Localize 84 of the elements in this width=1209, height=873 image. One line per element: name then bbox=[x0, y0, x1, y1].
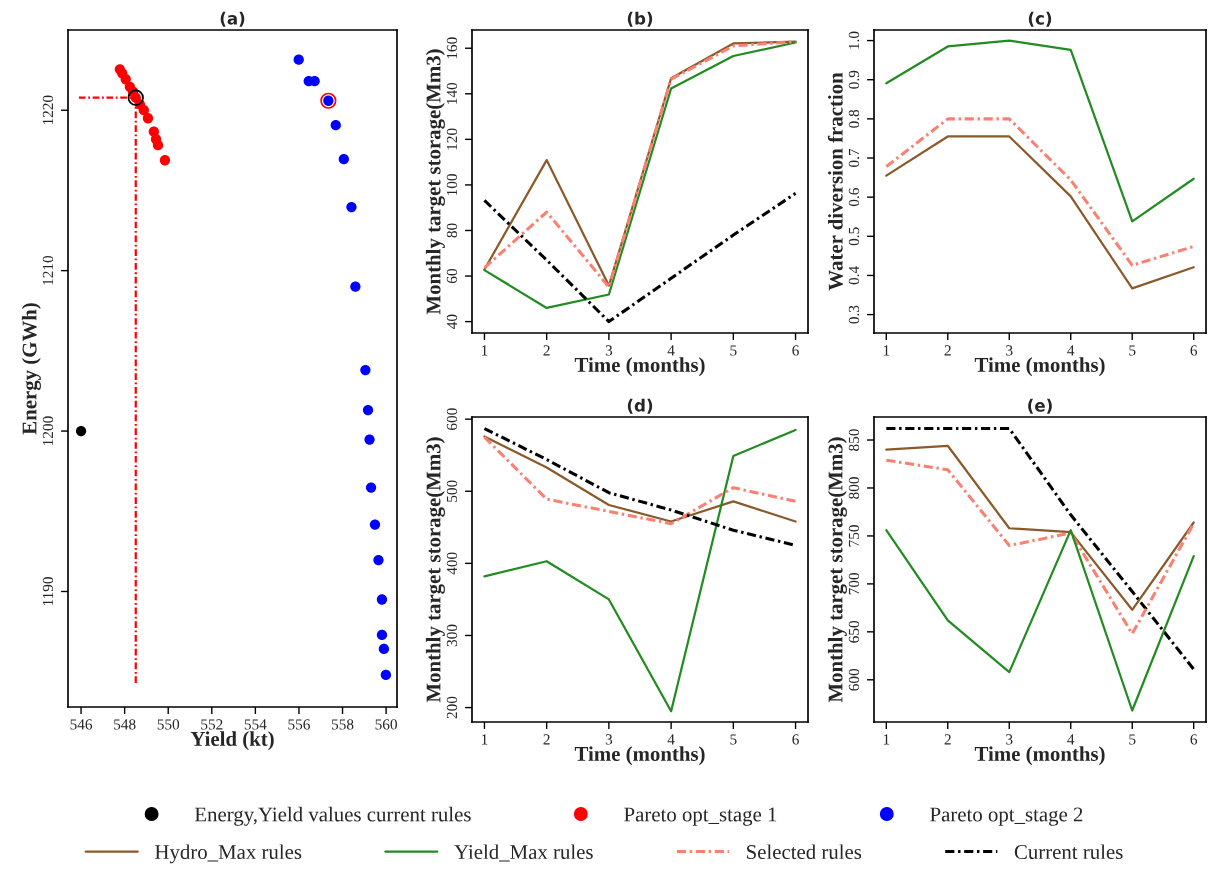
y-tick-label: 140 bbox=[446, 82, 458, 104]
y-tick-label: 0.7 bbox=[848, 148, 860, 167]
y-tick-label: 0.4 bbox=[848, 266, 860, 285]
y-tick-label: 400 bbox=[446, 552, 458, 575]
chart-title: (d) bbox=[627, 398, 653, 414]
x-tick-label: 4 bbox=[1067, 734, 1075, 745]
y-axis-title: Water diversion fraction bbox=[827, 72, 843, 291]
x-tick-label: 554 bbox=[244, 719, 267, 730]
legend-label: Selected rules bbox=[747, 844, 862, 860]
y-tick-label: 0.5 bbox=[848, 227, 860, 246]
y-tick-label: 1190 bbox=[42, 577, 54, 606]
x-tick-label: 1 bbox=[481, 345, 488, 356]
y-tick-label: 120 bbox=[446, 128, 458, 150]
x-tick-label: 552 bbox=[201, 719, 223, 730]
y-tick-label: 80 bbox=[446, 223, 458, 238]
x-axis-title: Time (months) bbox=[974, 357, 1105, 377]
y-tick-label: 0.3 bbox=[848, 305, 860, 324]
x-tick-label: 1 bbox=[883, 345, 890, 356]
y-tick-label: 0.6 bbox=[848, 188, 860, 207]
y-tick-label: 0.8 bbox=[848, 109, 860, 128]
x-tick-label: 3 bbox=[605, 734, 613, 745]
x-tick-label: 6 bbox=[1190, 345, 1198, 356]
x-tick-label: 4 bbox=[1067, 345, 1075, 356]
legend-label: Pareto opt_stage 2 bbox=[930, 807, 1083, 826]
y-tick-label: 600 bbox=[446, 408, 458, 430]
legend-label: Energy,Yield values current rules bbox=[194, 806, 471, 826]
x-tick-label: 6 bbox=[792, 345, 799, 356]
x-tick-label: 3 bbox=[1006, 345, 1013, 356]
y-tick-label: 750 bbox=[848, 525, 860, 547]
y-tick-label: 650 bbox=[848, 620, 860, 643]
chart-title: (e) bbox=[1028, 398, 1052, 414]
x-axis-title: Time (months) bbox=[574, 357, 705, 377]
x-tick-label: 2 bbox=[543, 345, 550, 356]
x-tick-label: 5 bbox=[730, 734, 737, 745]
x-axis-title: Time (months) bbox=[574, 746, 705, 766]
y-tick-label: 40 bbox=[446, 314, 458, 329]
y-axis-title: Monthly target storage(Mm3) bbox=[425, 437, 445, 703]
x-tick-label: 3 bbox=[1006, 734, 1013, 745]
x-tick-label: 2 bbox=[944, 734, 951, 745]
legend-label: Yield_Max rules bbox=[454, 844, 593, 862]
y-tick-label: 500 bbox=[446, 480, 458, 502]
x-tick-label: 4 bbox=[667, 734, 675, 745]
chart-title: (c) bbox=[1028, 11, 1052, 27]
x-tick-label: 560 bbox=[375, 719, 397, 730]
x-tick-label: 556 bbox=[288, 719, 310, 730]
y-tick-label: 1200 bbox=[42, 416, 54, 445]
chart-title: (a) bbox=[220, 11, 245, 27]
y-tick-label: 1.0 bbox=[848, 31, 860, 49]
y-tick-label: 1210 bbox=[42, 255, 54, 285]
x-tick-label: 1 bbox=[883, 734, 890, 745]
chart-title: (b) bbox=[627, 11, 653, 27]
y-tick-label: 600 bbox=[848, 668, 860, 691]
legend-label: Current rules bbox=[1014, 844, 1123, 860]
x-tick-label: 2 bbox=[543, 734, 550, 745]
y-axis-title: Energy (GWh) bbox=[21, 303, 41, 435]
x-tick-label: 6 bbox=[1190, 734, 1198, 745]
y-tick-label: 300 bbox=[446, 624, 458, 647]
y-axis-title: Monthly target storage(Mm3) bbox=[827, 437, 847, 703]
y-axis-title: Monthly target storage(Mm3) bbox=[425, 49, 445, 315]
x-tick-label: 5 bbox=[1129, 345, 1136, 356]
x-axis-title: Time (months) bbox=[974, 746, 1105, 766]
y-tick-label: 850 bbox=[848, 429, 860, 451]
x-tick-label: 548 bbox=[114, 719, 136, 730]
x-tick-label: 546 bbox=[70, 719, 93, 730]
x-tick-label: 550 bbox=[157, 719, 180, 730]
y-tick-label: 200 bbox=[446, 696, 458, 719]
x-tick-label: 5 bbox=[1129, 734, 1136, 745]
y-tick-label: 160 bbox=[446, 37, 458, 59]
legend-label: Hydro_Max rules bbox=[155, 844, 302, 864]
y-tick-label: 700 bbox=[848, 573, 860, 595]
x-tick-label: 3 bbox=[605, 345, 613, 356]
x-tick-label: 6 bbox=[792, 734, 799, 745]
x-axis-title: Yield (kt) bbox=[190, 731, 274, 751]
x-tick-label: 5 bbox=[730, 345, 737, 356]
y-tick-label: 0.9 bbox=[848, 70, 860, 89]
y-tick-label: 60 bbox=[446, 268, 458, 284]
x-tick-label: 558 bbox=[331, 719, 354, 730]
x-tick-label: 4 bbox=[667, 345, 675, 356]
x-tick-label: 2 bbox=[944, 345, 951, 356]
y-tick-label: 1220 bbox=[42, 95, 54, 125]
y-tick-label: 100 bbox=[446, 174, 458, 196]
y-tick-label: 800 bbox=[848, 477, 860, 499]
legend-label: Pareto opt_stage 1 bbox=[624, 807, 777, 826]
x-tick-label: 1 bbox=[481, 734, 488, 745]
